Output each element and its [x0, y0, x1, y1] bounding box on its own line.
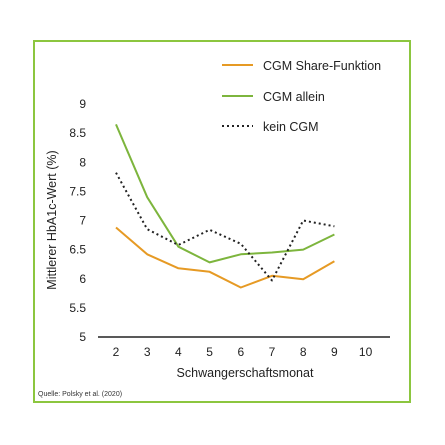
y-tick-label: 6.5 — [69, 243, 86, 257]
y-tick-label: 8 — [79, 155, 86, 169]
x-tick-label: 6 — [237, 345, 244, 359]
legend-label-cgm-allein: CGM allein — [263, 90, 325, 104]
y-tick-label: 9 — [79, 97, 86, 111]
x-tick-label: 2 — [113, 345, 120, 359]
y-tick-label: 5.5 — [69, 301, 86, 315]
source-note: Quelle: Polsky et al. (2020) — [38, 391, 122, 398]
x-tick-label: 4 — [175, 345, 182, 359]
legend: CGM Share-Funktion CGM allein kein CGM — [222, 59, 381, 134]
series-line-cgm-share — [115, 226, 335, 289]
y-tick-label: 7.5 — [69, 184, 86, 198]
y-tick-label: 8.5 — [69, 126, 86, 140]
x-tick-label: 8 — [300, 345, 307, 359]
x-tick-label: 5 — [206, 345, 213, 359]
legend-label-kein-cgm: kein CGM — [263, 120, 319, 134]
y-tick-label: 7 — [79, 214, 86, 228]
series-line-cgm-allein — [115, 124, 335, 264]
x-tick-label: 9 — [331, 345, 338, 359]
x-tick-label: 10 — [359, 345, 373, 359]
y-axis-title: Mittlerer HbA1c-Wert (%) — [45, 150, 59, 289]
series-lines — [115, 124, 335, 289]
x-tick-label: 3 — [144, 345, 151, 359]
x-axis-title: Schwangerschaftsmonat — [177, 366, 314, 380]
legend-label-cgm-share: CGM Share-Funktion — [263, 59, 381, 73]
x-tick-label: 7 — [269, 345, 276, 359]
y-tick-label: 6 — [79, 272, 86, 286]
tick-labels: 2 3 4 5 6 7 8 9 10 5 5.5 6 6.5 7 7.5 8 8.5 9 — [69, 97, 372, 359]
y-tick-label: 5 — [79, 330, 86, 344]
chart-frame — [33, 40, 411, 403]
series-line-kein-cgm — [115, 172, 335, 282]
